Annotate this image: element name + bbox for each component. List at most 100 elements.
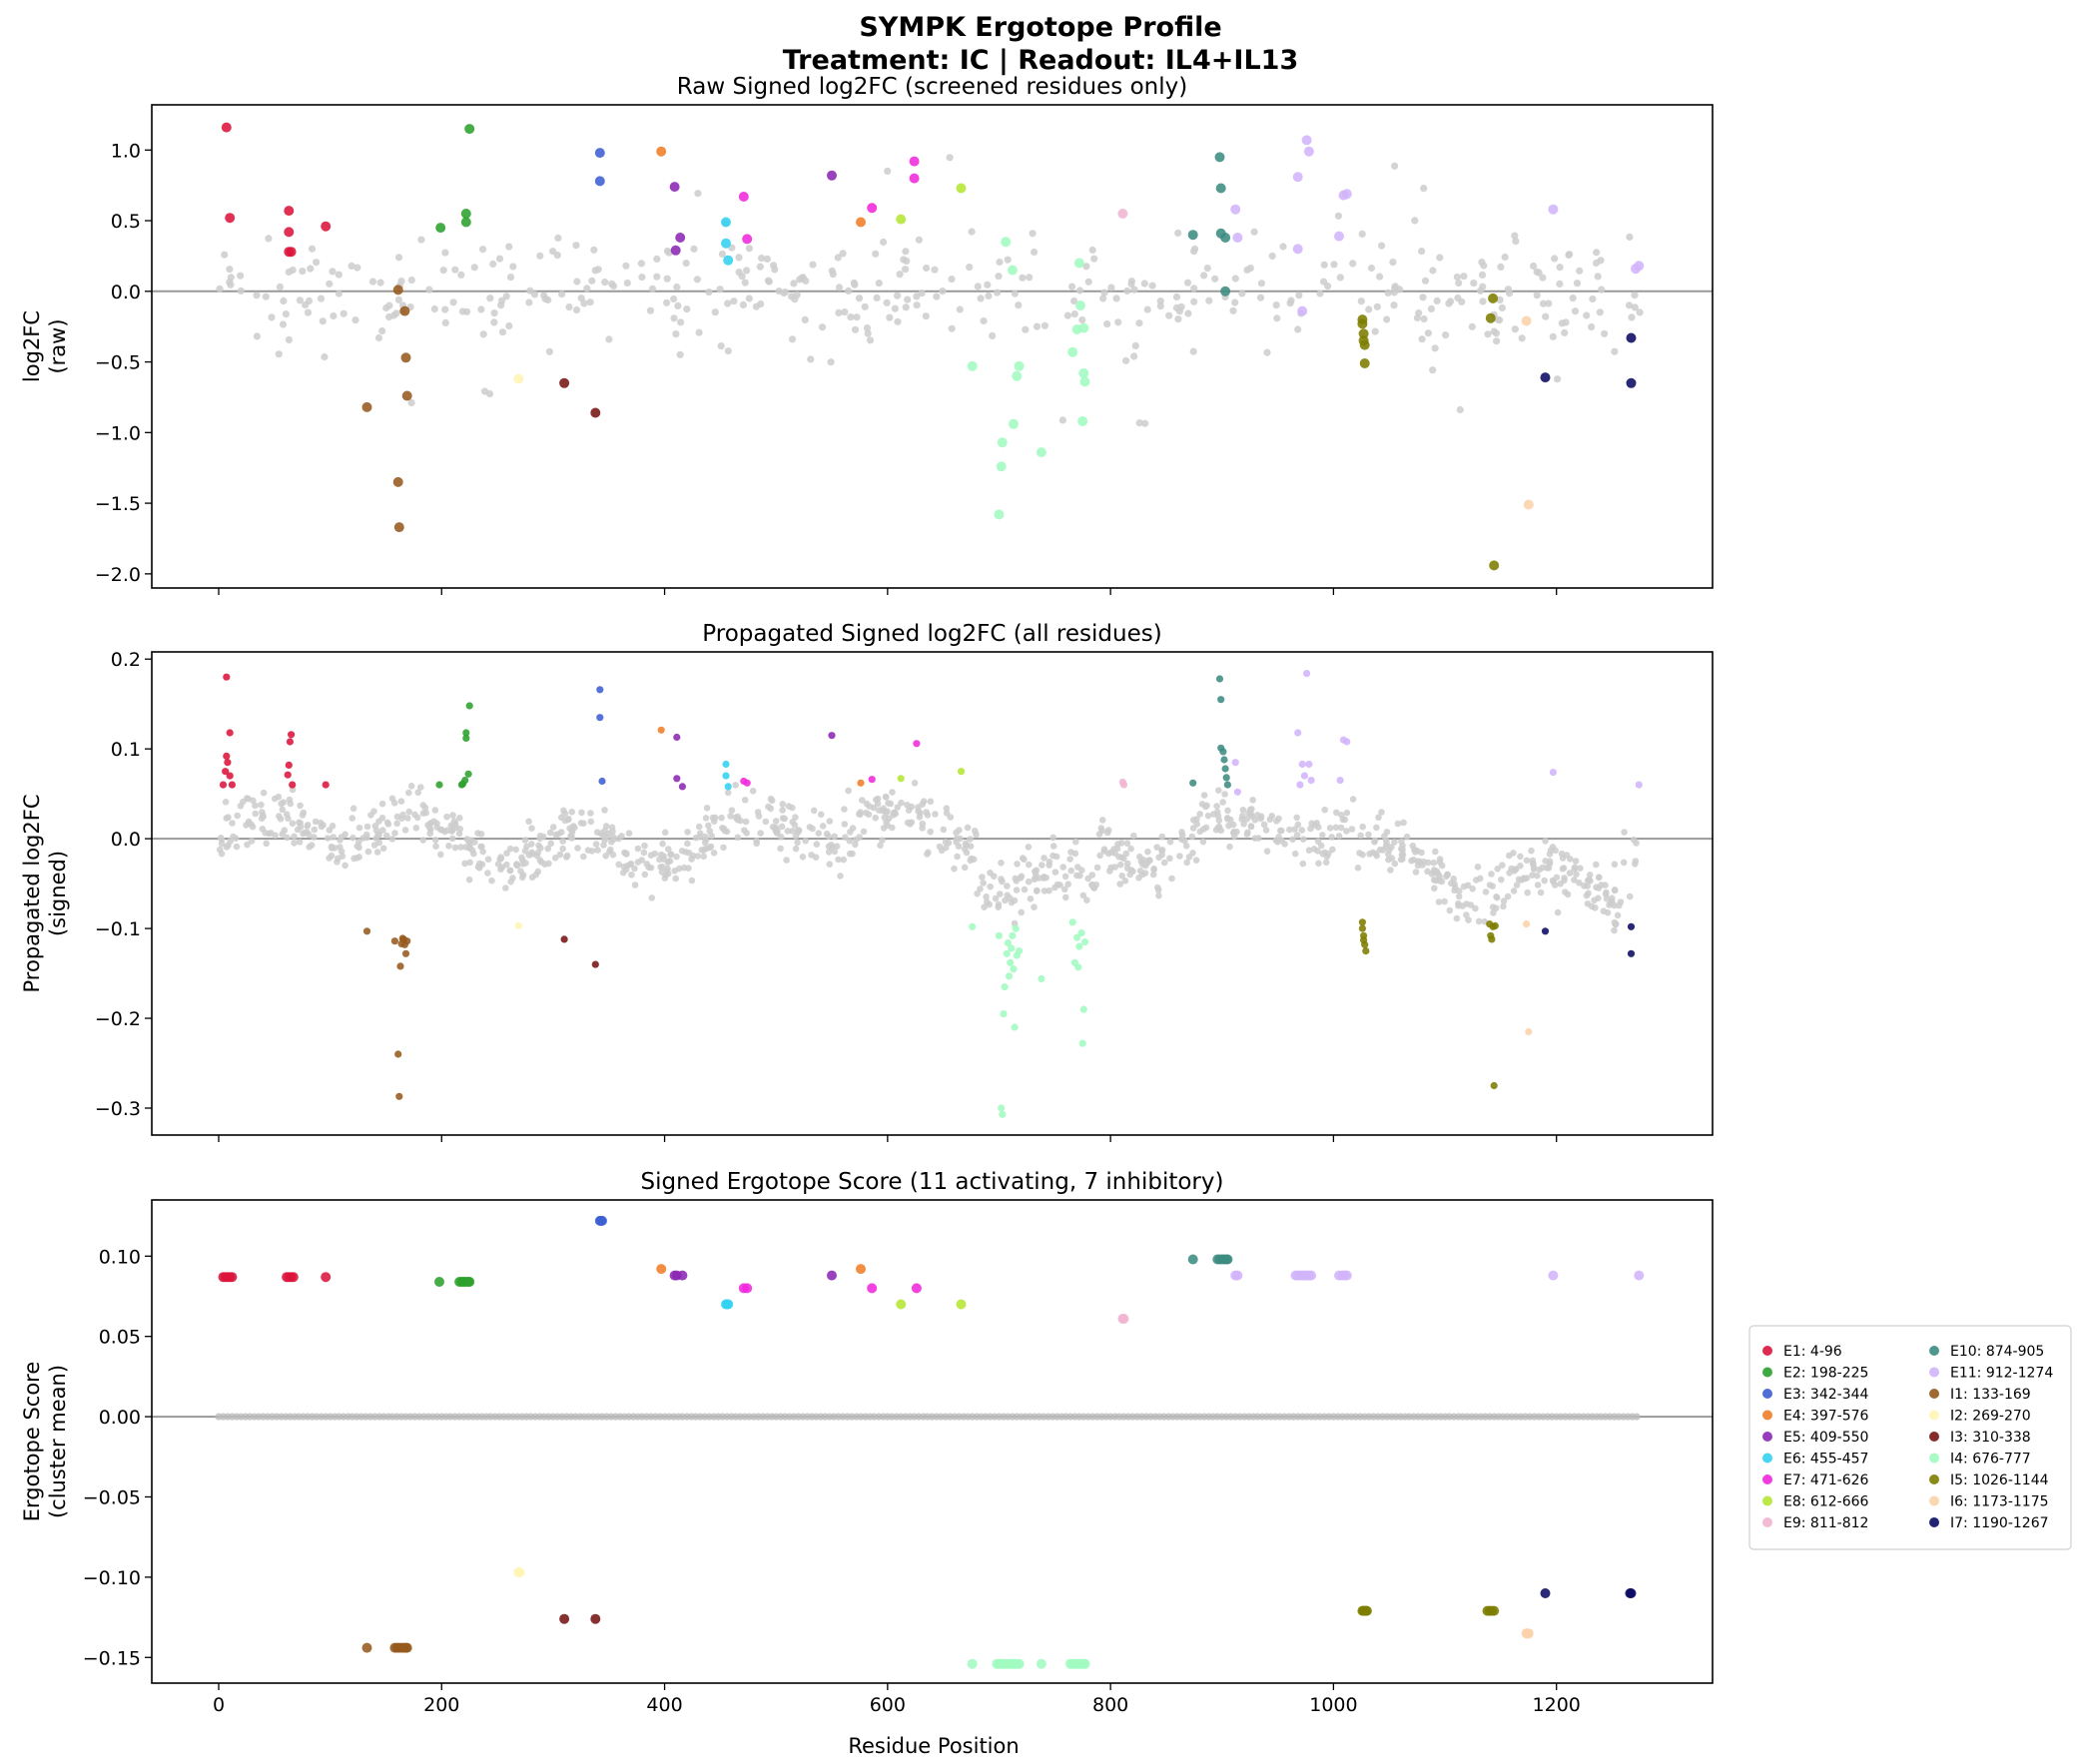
background-point — [414, 789, 422, 797]
background-point — [1205, 296, 1213, 304]
cluster-point-E1 — [228, 781, 236, 789]
background-point — [853, 313, 861, 321]
background-point — [842, 834, 849, 841]
cluster-point-E7 — [742, 234, 753, 245]
background-point — [1026, 274, 1034, 282]
background-point — [1014, 861, 1021, 868]
cluster-point-E10 — [1189, 779, 1197, 787]
background-point — [1084, 278, 1092, 286]
background-point — [412, 825, 420, 832]
background-point — [828, 842, 835, 849]
background-point — [431, 837, 439, 844]
background-point — [1484, 330, 1492, 338]
background-point — [1073, 872, 1080, 880]
background-point — [663, 298, 671, 306]
background-point — [349, 834, 356, 842]
background-point — [1451, 886, 1458, 894]
background-point — [845, 287, 853, 294]
background-point — [1545, 865, 1553, 872]
background-point — [1608, 894, 1616, 901]
cluster-point-E2 — [435, 781, 443, 789]
background-point — [1260, 821, 1268, 829]
cluster-point-E1 — [288, 1272, 299, 1283]
background-point — [967, 836, 974, 843]
cluster-point-I4 — [1038, 974, 1045, 983]
background-point — [700, 853, 707, 861]
background-point — [996, 258, 1004, 267]
cluster-point-E10 — [1221, 765, 1229, 773]
background-point — [1447, 880, 1455, 887]
background-point — [1442, 331, 1450, 339]
cluster-point-E7 — [911, 1283, 922, 1294]
background-point — [979, 874, 986, 881]
background-point — [227, 281, 235, 289]
cluster-point-E2 — [464, 770, 472, 778]
background-point — [840, 856, 847, 864]
background-point — [363, 823, 371, 831]
background-point — [872, 814, 879, 822]
background-point — [577, 294, 585, 302]
background-point — [1489, 882, 1496, 889]
cluster-point-E10 — [1222, 1254, 1233, 1265]
background-point — [1626, 233, 1634, 241]
x-tick-label: 0 — [213, 1694, 225, 1716]
background-point — [259, 826, 267, 833]
background-point — [646, 306, 655, 314]
background-point — [1418, 335, 1426, 343]
background-point — [717, 342, 725, 350]
background-point — [781, 289, 789, 296]
background-point — [1593, 249, 1601, 257]
background-point — [1150, 866, 1157, 873]
cluster-point-I3 — [591, 960, 599, 968]
background-point — [1583, 311, 1591, 319]
cluster-point-E5 — [827, 170, 837, 181]
background-point — [1278, 827, 1285, 835]
background-point — [477, 305, 485, 313]
background-point — [1455, 892, 1463, 900]
background-point — [233, 843, 241, 851]
background-point — [1273, 314, 1281, 322]
background-point — [1191, 245, 1199, 253]
background-point — [1018, 908, 1025, 916]
background-point — [1611, 926, 1618, 934]
background-point — [795, 827, 802, 834]
background-point — [1140, 280, 1148, 288]
background-point — [886, 313, 894, 321]
background-point — [861, 302, 869, 310]
cluster-point-I4 — [1012, 924, 1020, 932]
cluster-point-E1 — [222, 768, 230, 776]
cluster-point-I1 — [392, 476, 403, 487]
cluster-point-I2 — [514, 921, 522, 930]
background-point — [1200, 792, 1208, 799]
cluster-point-I1 — [395, 1092, 403, 1100]
background-point — [781, 815, 789, 823]
background-point — [355, 854, 363, 861]
cluster-point-E2 — [434, 1277, 444, 1287]
background-point — [1049, 834, 1056, 842]
cluster-point-E10 — [1220, 756, 1228, 764]
background-point — [337, 837, 344, 844]
background-point — [368, 278, 377, 286]
background-point — [863, 324, 872, 332]
background-point — [1430, 877, 1438, 883]
background-point — [1099, 294, 1107, 302]
background-point — [877, 842, 884, 850]
cluster-point-E6 — [721, 217, 731, 228]
background-point — [1365, 831, 1372, 839]
background-point — [1192, 857, 1200, 864]
background-point — [1456, 405, 1464, 414]
background-point — [439, 267, 447, 275]
background-point — [609, 833, 617, 841]
background-point — [684, 840, 691, 848]
background-point — [1611, 861, 1619, 869]
background-point — [1571, 877, 1578, 883]
legend-label: E9: 811-812 — [1783, 1515, 1868, 1531]
background-point — [1107, 284, 1115, 292]
background-point — [451, 266, 459, 274]
background-point — [1541, 877, 1548, 884]
background-point — [1172, 293, 1181, 300]
cluster-point-E2 — [461, 777, 469, 785]
cluster-point-I4 — [1011, 1023, 1019, 1031]
background-point — [405, 789, 412, 797]
